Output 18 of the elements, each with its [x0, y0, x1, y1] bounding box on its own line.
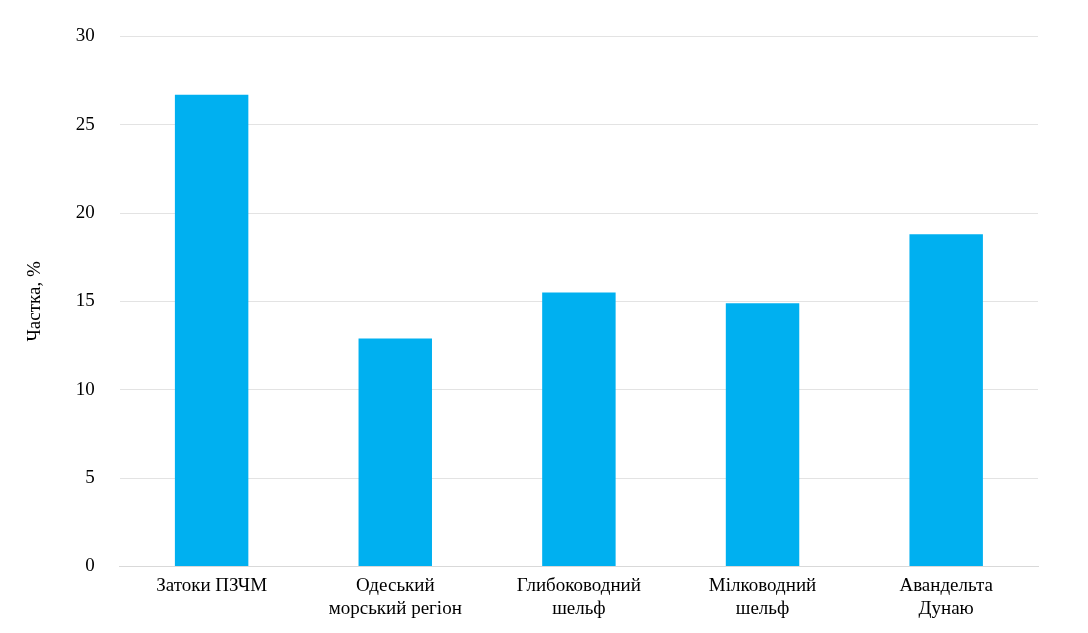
bar [358, 338, 432, 566]
bar [909, 234, 983, 566]
y-tick-label: 20 [75, 201, 95, 223]
y-tick-label: 25 [75, 112, 95, 134]
bar [174, 94, 249, 566]
bar [725, 303, 800, 566]
y-tick-label: 5 [85, 466, 95, 488]
x-tick-label: Авандельта Дунаю [899, 573, 994, 618]
x-tick-label: Мілководний шельф [708, 573, 817, 618]
y-axis-title: Частка, % [23, 261, 45, 342]
y-tick-label: 15 [75, 289, 95, 311]
bar [542, 292, 616, 566]
x-tick-label: Одеський морський регіон [328, 573, 462, 618]
y-tick-label: 0 [85, 554, 95, 576]
y-tick-label: 10 [75, 377, 95, 399]
x-tick-label: Глибоководний шельф [516, 573, 641, 618]
x-tick-label: Затоки ПЗЧМ [156, 573, 268, 595]
y-tick-label: 30 [75, 24, 95, 46]
